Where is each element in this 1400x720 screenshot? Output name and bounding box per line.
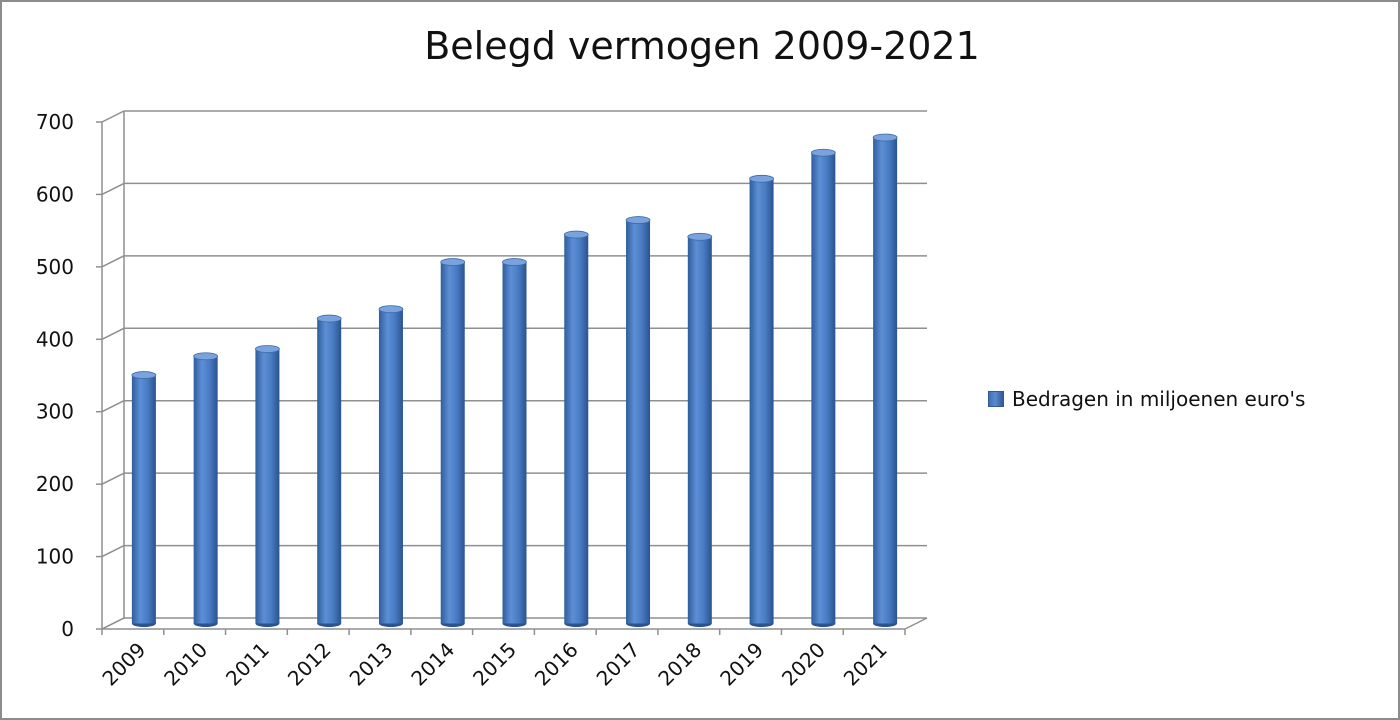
x-tick-label: 2012 (283, 638, 336, 691)
y-tick-label: 0 (61, 617, 74, 641)
x-tick-label: 2014 (406, 638, 459, 691)
gridline-side-600 (101, 182, 125, 196)
back-floor-left-edge (101, 617, 125, 630)
x-tick-label: 2015 (468, 638, 521, 691)
x-tick-label: 2021 (839, 638, 892, 691)
gridline-side-300 (101, 400, 125, 413)
y-tick-label: 300 (36, 400, 74, 424)
bar-2016 (563, 230, 589, 627)
gridline-side-400 (101, 327, 125, 340)
bar-2021 (872, 133, 898, 627)
y-tick-label: 200 (36, 472, 74, 496)
x-tick-label: 2009 (97, 638, 150, 691)
y-tick-label: 700 (36, 110, 74, 134)
bars-layer (131, 133, 898, 627)
y-tick-label: 100 (36, 545, 74, 569)
bar-2018 (687, 232, 713, 627)
bar-2009 (131, 371, 157, 627)
x-tick-label: 2011 (221, 638, 274, 691)
gridline-side-500 (101, 255, 125, 268)
bar-2019 (749, 174, 774, 627)
chart-title: Belegd vermogen 2009-2021 (424, 24, 980, 68)
gridline-side-700 (101, 110, 125, 123)
x-tick-label: 2019 (715, 638, 768, 691)
x-tick-label: 2018 (653, 638, 706, 691)
y-tick-label: 500 (36, 255, 74, 279)
legend-swatch (988, 391, 1004, 407)
axis-layer (96, 111, 928, 635)
x-tick-label: 2020 (777, 638, 830, 691)
bar-2011 (255, 345, 280, 627)
x-tick-label: 2013 (345, 638, 398, 691)
x-tick-label: 2010 (159, 638, 212, 691)
gridline-side-100 (101, 544, 125, 558)
x-tick-label: 2016 (530, 638, 583, 691)
bar-2015 (502, 258, 527, 627)
y-tick-label: 400 (36, 327, 74, 351)
back-floor-right-edge (904, 617, 928, 630)
gridline-side-200 (101, 472, 125, 485)
y-tick-label: 600 (36, 182, 74, 206)
bar-2017 (625, 216, 651, 627)
x-tick-label: 2017 (592, 638, 645, 691)
bar-2020 (810, 148, 836, 627)
bar-2012 (316, 314, 342, 627)
bar-2013 (378, 305, 404, 627)
legend-label: Bedragen in miljoenen euro's (1012, 387, 1306, 411)
bar-2014 (440, 258, 466, 627)
legend: Bedragen in miljoenen euro's (988, 387, 1305, 411)
bar-2010 (193, 352, 219, 627)
